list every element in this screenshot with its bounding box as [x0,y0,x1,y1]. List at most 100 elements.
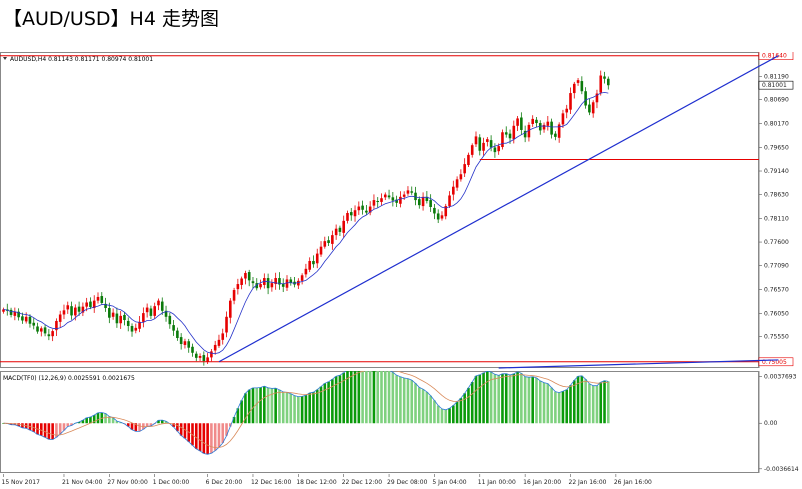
candle-body [58,314,62,322]
macd-histogram-bar [554,391,557,424]
candle-body [92,300,96,309]
macd-histogram-bar [157,420,160,424]
candle-body [160,301,164,311]
candle-body [168,315,172,325]
candle-body [440,215,444,219]
macd-histogram-bar [342,372,345,424]
candle-body [452,186,455,195]
macd-histogram-bar [130,423,134,430]
candle-body [285,279,289,288]
macd-histogram-bar [217,423,221,448]
macd-histogram-bar [304,395,308,424]
macd-histogram-bar [607,381,610,424]
candle-body [240,278,243,285]
macd-histogram-bar [361,371,364,424]
macd-histogram-bar [251,387,255,424]
price-chart[interactable]: 0.81190 0.80690 0.80170 0.79650 0.79140 0.786… [0,52,802,369]
macd-histogram-bar [104,413,107,424]
candle-body [569,93,572,110]
candle-body [436,213,440,220]
level-price-label: 0.75005 [762,359,787,366]
macd-histogram-bar [414,383,417,424]
macd-histogram-bar [278,389,281,424]
candle-body [274,278,277,285]
macd-histogram-bar [372,371,376,424]
macd-histogram-bar [259,387,262,424]
candlesticks [2,70,610,366]
time-tick-label: 27 Nov 00:00 [107,479,148,486]
macd-histogram-bar [565,389,569,424]
candle-body [433,207,436,214]
candle-body [17,311,20,318]
macd-histogram-bar [520,373,523,424]
macd-histogram-bar [244,393,247,424]
macd-histogram-bar [399,376,402,424]
candle-body [357,206,361,211]
macd-plot-frame [0,371,759,473]
candle-body [368,206,372,213]
candle-body [535,119,538,124]
candle-body [516,118,519,126]
macd-histogram-bar [474,375,478,424]
menu-triangle-icon[interactable] [3,57,7,60]
macd-histogram-bar [572,380,576,424]
macd-histogram-bar [145,423,149,427]
candle-body [43,327,47,334]
candle-body [266,278,270,289]
candle-body [349,212,353,216]
candle-body [206,357,209,363]
trendlines[interactable] [218,55,779,369]
candle-body [142,313,145,322]
time-tick-label: 11 Jan 00:00 [478,479,516,486]
macd-indicator[interactable]: 0.0037693 0.00 -0.0036614 MACD(TF0) (12,26… [0,371,802,474]
candle-body [221,333,225,340]
candle-body [172,325,175,331]
macd-histogram-bar [436,405,440,424]
candle-body [270,283,274,288]
macd-histogram-bar [51,423,54,440]
macd-histogram-bar [425,391,429,424]
macd-histogram-bar [198,423,202,452]
macd-histogram-bar [576,376,580,424]
candle-body [561,113,565,125]
macd-histogram-bar [149,423,153,426]
macd-histogram-bar [493,374,497,424]
trendline[interactable] [218,55,779,363]
candle-body [236,284,240,290]
macd-tick-label: 0.00 [764,420,778,427]
candle-body [599,75,603,93]
macd-histogram-bar [323,383,327,424]
macd-signal-line [3,371,609,449]
macd-histogram-bar [312,392,315,424]
candle-body [297,280,300,286]
candle-body [603,76,606,79]
macd-histogram-bar [402,378,406,424]
macd-histogram-bar [96,412,100,424]
macd-histogram-bar [194,423,198,449]
candle-body [134,327,138,331]
candle-body [523,130,527,138]
current-price-marker: 0.81001 [758,80,794,90]
moving-average-line [3,91,609,355]
candle-body [591,102,595,114]
candle-body [542,124,546,130]
horizontal-levels[interactable]: 0.81640 0.75005 [0,52,794,367]
candle-body [376,201,380,203]
candle-body [595,93,599,103]
time-tick-label: 29 Dec 08:00 [387,479,428,486]
candle-body [493,147,497,153]
candle-body [213,344,217,351]
time-tick-label: 18 Dec 12:00 [296,479,337,486]
candle-body [467,154,470,166]
candle-body [70,306,73,316]
candle-body [51,331,54,337]
macd-histogram-bar [319,386,323,424]
candle-body [225,316,228,333]
macd-histogram-bar [516,371,519,424]
trendline[interactable] [498,359,779,369]
macd-histogram-bar [365,371,368,424]
macd-histogram-bar [357,371,361,424]
macd-histogram-bar [202,423,206,454]
macd-histogram-bar [346,371,349,424]
candle-body [13,311,17,316]
